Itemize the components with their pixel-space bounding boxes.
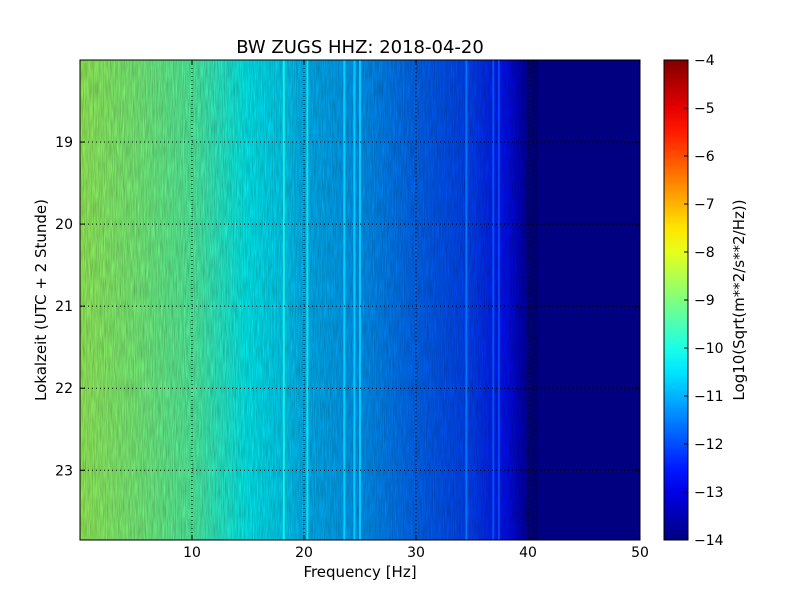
x-tick-label: 40: [519, 545, 537, 561]
colorbar-ticks: −4 −5 −6 −7 −8 −9 −10 −11 −12 −13 −14: [684, 53, 724, 549]
spectral-lines: [282, 60, 500, 540]
colorbar: −4 −5 −6 −7 −8 −9 −10 −11 −12 −13 −14: [663, 53, 724, 549]
x-tick-label: 50: [631, 545, 649, 561]
y-tick-label: 23: [55, 463, 73, 479]
x-tick-label: 10: [183, 545, 201, 561]
y-axis-label: Lokalzeit (UTC + 2 Stunde): [32, 199, 50, 401]
y-tick-label: 20: [55, 217, 73, 233]
x-axis-label: Frequency [Hz]: [303, 563, 416, 581]
plot-frame: [79, 59, 641, 541]
colorbar-tick-label: −8: [694, 245, 715, 261]
colorbar-tick-label: −13: [694, 485, 724, 501]
colorbar-tick-label: −6: [694, 149, 715, 165]
chart-title: BW ZUGS HHZ: 2018-04-20: [236, 37, 484, 58]
colorbar-tick-label: −14: [694, 533, 724, 549]
y-axis-ticks: 19 20 21 22 23: [55, 135, 640, 479]
x-tick-label: 20: [295, 545, 313, 561]
colorbar-tick-label: −10: [694, 341, 724, 357]
x-axis-ticks: 10 20 30 40 50: [183, 60, 649, 561]
colorbar-tick-label: −12: [694, 437, 724, 453]
y-tick-label: 22: [55, 381, 73, 397]
colorbar-label: Log10(Sqrt(m**2/s**2/Hz)): [730, 199, 748, 400]
colorbar-tick-label: −7: [694, 197, 715, 213]
y-tick-label: 21: [55, 299, 73, 315]
plot-area: 10 20 30 40 50 19 20 21 22 23: [55, 59, 649, 561]
colorbar-tick-label: −4: [694, 53, 715, 69]
x-tick-label: 30: [407, 545, 425, 561]
y-tick-label: 19: [55, 135, 73, 151]
colorbar-tick-label: −5: [694, 101, 715, 117]
heatmap-texture: [80, 60, 538, 540]
colorbar-tick-label: −11: [694, 389, 724, 405]
grid-lines: [80, 60, 640, 540]
colorbar-tick-label: −9: [694, 293, 715, 309]
